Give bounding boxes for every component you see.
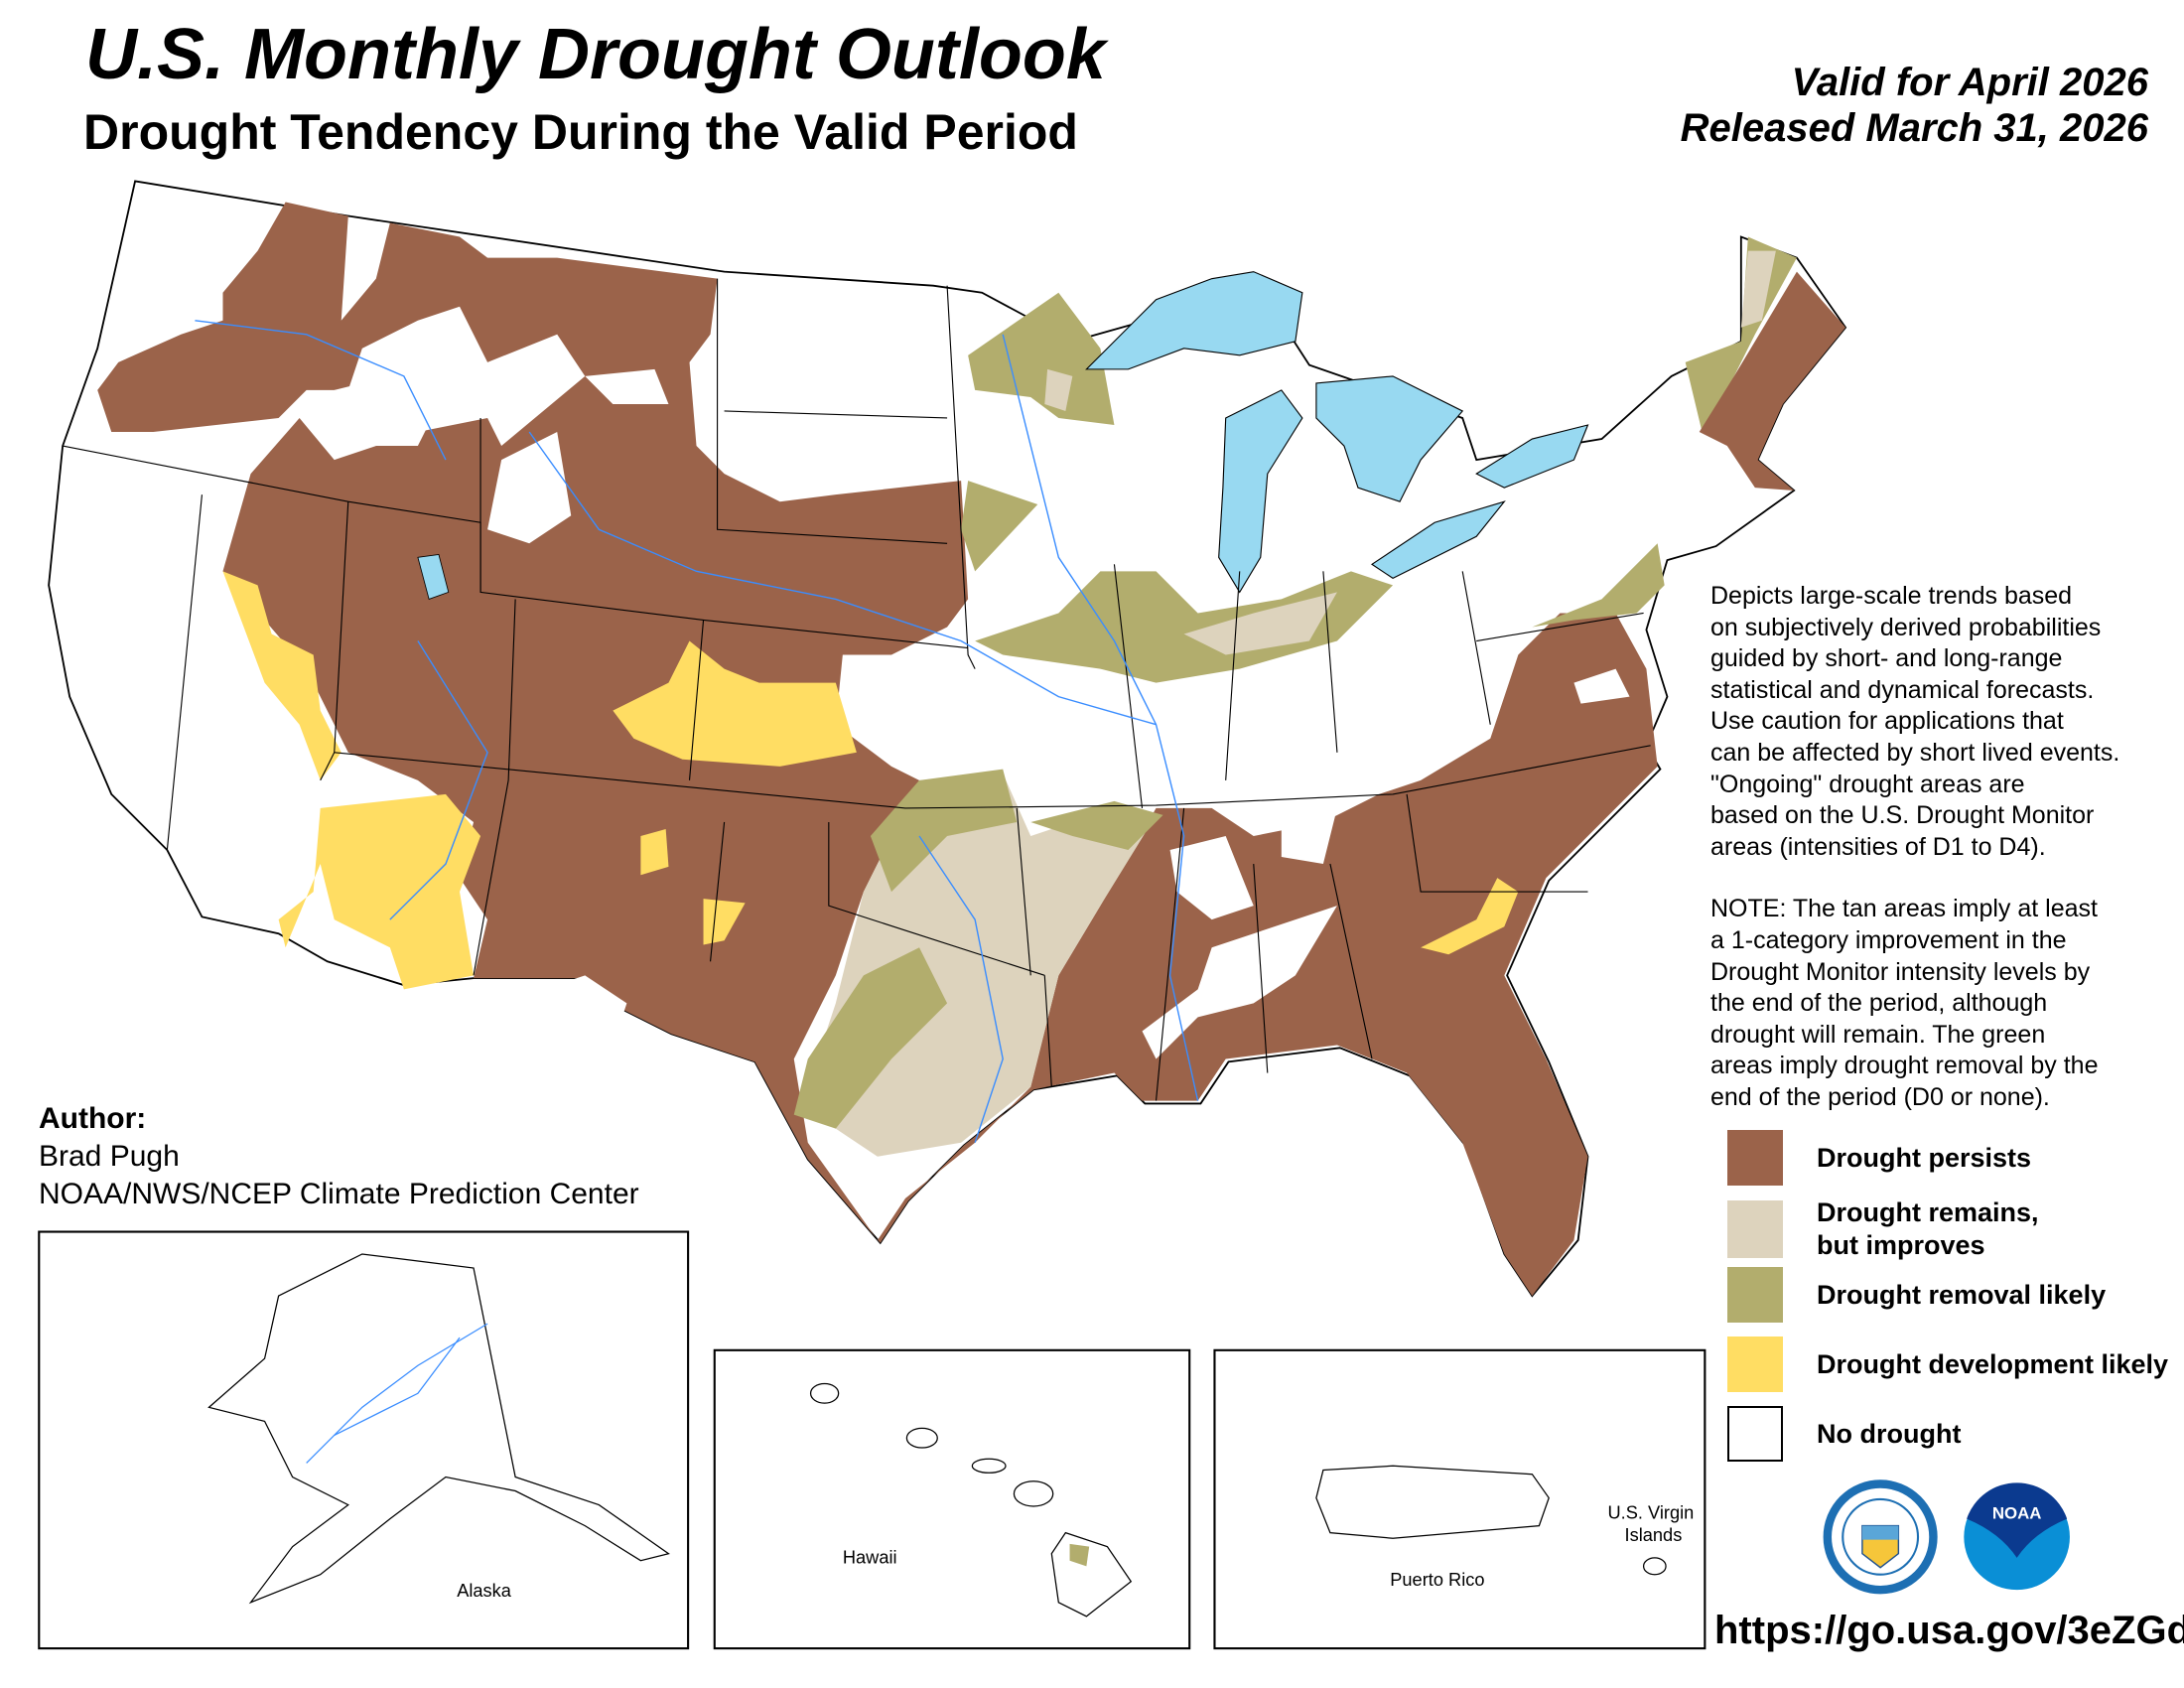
noaa-logo: NOAA: [1964, 1482, 2070, 1591]
great-lakes: [1475, 424, 1589, 489]
drought-improves-area: [1740, 250, 1776, 328]
release-date: Released March 31, 2026: [1680, 106, 2148, 150]
no-drought-area: [585, 368, 669, 404]
no-drought-area: [487, 432, 572, 544]
legend-label: Drought development likely: [1817, 1348, 2169, 1379]
legend-item-development: Drought development likely: [1727, 1336, 2168, 1392]
alaska-label: Alaska: [457, 1580, 512, 1601]
no-drought-area: [1281, 807, 1337, 865]
legend-label: No drought: [1817, 1418, 1962, 1449]
great-lakes: [1218, 389, 1303, 594]
drought-persists-west: [97, 202, 1658, 1297]
drought-removal-area: [1069, 1543, 1090, 1567]
commerce-seal-logo: [1823, 1479, 1938, 1595]
hawaii-label: Hawaii: [843, 1547, 897, 1568]
map-subtitle: Drought Tendency During the Valid Period: [83, 104, 1078, 160]
legend-item-persists: Drought persists: [1727, 1130, 2031, 1186]
puerto-rico-label: Puerto Rico: [1390, 1569, 1484, 1590]
drought-removal-area: [975, 571, 1394, 683]
outlook-link[interactable]: https://go.usa.gov/3eZGd: [1714, 1609, 2184, 1652]
drought-development-area: [222, 571, 341, 780]
map-title: U.S. Monthly Drought Outlook: [85, 15, 1106, 94]
legend-swatch: [1727, 1336, 1783, 1392]
drought-development-area: [1421, 878, 1519, 955]
drought-removal-area: [968, 292, 1115, 426]
drought-improves-area: [1044, 368, 1073, 411]
legend-item-removal: Drought removal likely: [1727, 1267, 2106, 1323]
legend-label: Drought persists: [1817, 1142, 2032, 1173]
puerto-rico-outline: [1315, 1465, 1550, 1539]
drought-removal-area: [793, 947, 948, 1129]
description-text: Depicts large-scale trends based on subje…: [1710, 581, 2119, 1145]
legend-item-improves: Drought remains, but improves: [1727, 1196, 2039, 1262]
state-boundaries: [63, 278, 1651, 1101]
alaska-rivers: [306, 1323, 488, 1464]
drought-removal-area: [870, 769, 1018, 893]
virgin-islands-label: U.S. Virgin Islands: [1607, 1502, 1699, 1545]
svg-text:NOAA: NOAA: [1992, 1504, 2042, 1523]
no-drought-area: [1169, 835, 1254, 920]
drought-improves-area: [1183, 592, 1337, 655]
legend-swatch: [1727, 1130, 1783, 1186]
valid-period: Valid for April 2026 Released March 31, …: [1681, 60, 2148, 151]
drought-development-area: [703, 899, 746, 945]
legend-label: Drought remains, but improves: [1817, 1197, 2039, 1260]
author-block: Author: Brad Pugh NOAA/NWS/NCEP Climate …: [39, 1100, 639, 1213]
drought-persists-northeast: [1699, 271, 1846, 491]
drought-development-area: [278, 793, 481, 990]
author-org: NOAA/NWS/NCEP Climate Prediction Center: [39, 1178, 639, 1210]
author-heading: Author:: [39, 1102, 147, 1135]
legend-item-no-drought: No drought: [1727, 1406, 1961, 1462]
virgin-islands-outline: [1642, 1557, 1667, 1576]
valid-date: Valid for April 2026: [1791, 61, 2148, 104]
no-drought-area: [543, 975, 627, 1046]
legend-label: Drought removal likely: [1817, 1279, 2107, 1310]
rivers: [195, 320, 1199, 1143]
legend-swatch: [1727, 1200, 1783, 1258]
alaska-inset: [38, 1230, 690, 1650]
drought-development-area: [640, 828, 669, 876]
no-drought-area: [1573, 668, 1630, 704]
author-name: Brad Pugh: [39, 1140, 180, 1173]
description-paragraph: Depicts large-scale trends based on subje…: [1710, 582, 2120, 861]
legend-swatch: [1727, 1406, 1783, 1462]
hawaii-inset: [713, 1348, 1191, 1650]
drought-removal-area: [1532, 543, 1665, 628]
drought-removal-area: [1030, 800, 1163, 851]
great-lakes: [1085, 271, 1303, 370]
no-drought-area: [1142, 906, 1337, 1059]
great-lakes: [1315, 375, 1464, 502]
legend-swatch: [1727, 1267, 1783, 1323]
great-salt-lake: [417, 554, 450, 600]
alaska-outline: [207, 1253, 670, 1605]
no-drought-area: [334, 375, 432, 447]
note-paragraph: NOTE: The tan areas imply at least a 1-ca…: [1710, 895, 2099, 1111]
drought-removal-area: [961, 481, 1038, 572]
great-lakes: [1371, 500, 1506, 580]
